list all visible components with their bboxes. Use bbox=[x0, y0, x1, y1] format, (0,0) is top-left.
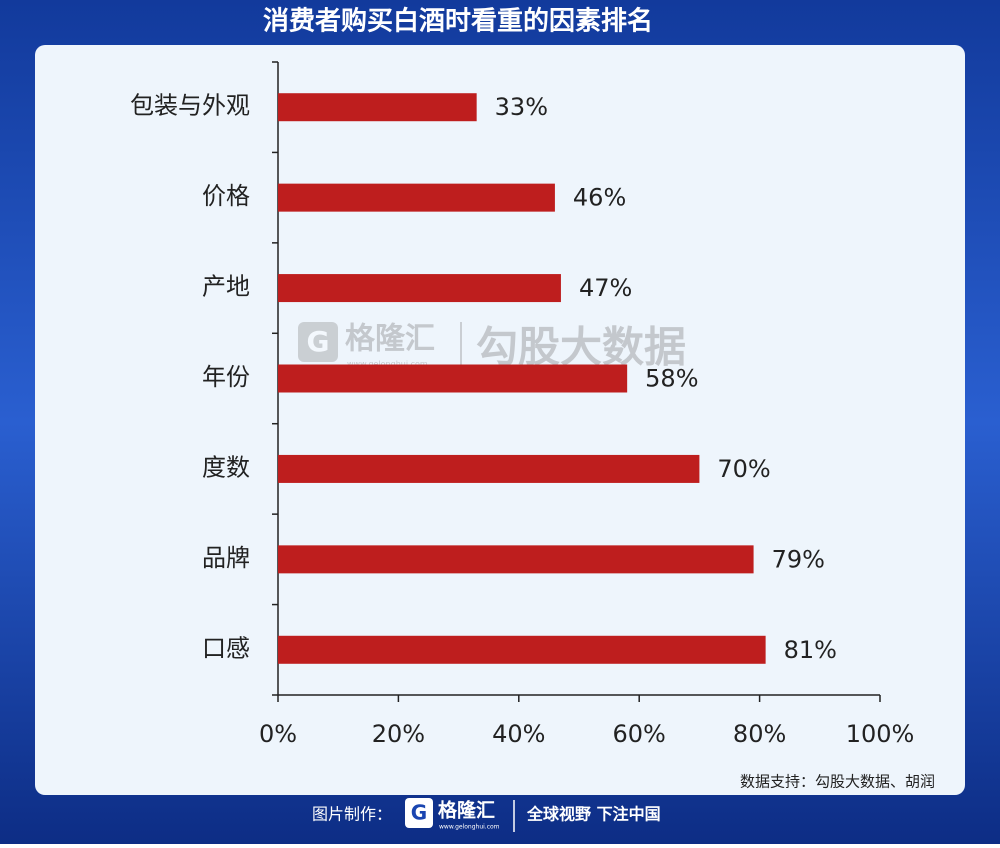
watermark-brand: 格隆汇 bbox=[345, 322, 435, 357]
source-note: 数据支持：勾股大数据、胡润 bbox=[740, 773, 935, 791]
y-tick-label: 品牌 bbox=[202, 544, 250, 572]
footer-slogan: 全球视野 下注中国 bbox=[526, 805, 661, 824]
panel bbox=[35, 45, 965, 795]
bar bbox=[278, 545, 754, 574]
bar bbox=[278, 183, 555, 212]
footer-brand: 格隆汇 bbox=[438, 799, 495, 822]
x-tick-label: 100% bbox=[846, 720, 915, 748]
watermark-site: www.gelonghui.com bbox=[347, 360, 428, 369]
footer-made-by: 图片制作： bbox=[312, 805, 392, 824]
y-tick-label: 年份 bbox=[202, 363, 250, 391]
chart-title: 消费者购买白酒时看重的因素排名 bbox=[263, 6, 653, 37]
value-label: 79% bbox=[772, 545, 825, 573]
x-tick-label: 40% bbox=[492, 720, 545, 748]
value-label: 81% bbox=[784, 636, 837, 664]
y-tick-label: 产地 bbox=[202, 273, 250, 301]
footer-site: www.gelonghui.com bbox=[439, 824, 500, 831]
x-tick-label: 80% bbox=[733, 720, 786, 748]
y-tick-label: 度数 bbox=[202, 453, 250, 481]
y-tick-label: 口感 bbox=[202, 634, 250, 662]
y-tick-label: 价格 bbox=[202, 182, 250, 210]
value-label: 33% bbox=[495, 93, 548, 121]
watermark: G 格隆汇 www.gelonghui.com 勾股大数据 bbox=[298, 322, 686, 372]
value-label: 70% bbox=[717, 455, 770, 483]
bar bbox=[278, 635, 766, 664]
footer-logo bbox=[405, 798, 433, 828]
bar bbox=[278, 93, 477, 122]
value-label: 46% bbox=[573, 184, 626, 212]
footer-logo-letter: G bbox=[411, 801, 427, 825]
x-tick-label: 20% bbox=[372, 720, 425, 748]
watermark-partner: 勾股大数据 bbox=[476, 323, 686, 372]
bar bbox=[278, 364, 628, 393]
x-tick-label: 0% bbox=[259, 720, 297, 748]
watermark-logo-letter: G bbox=[307, 325, 330, 358]
bar bbox=[278, 454, 700, 483]
bar bbox=[278, 274, 561, 303]
value-label: 58% bbox=[645, 365, 698, 393]
watermark-logo bbox=[298, 322, 338, 362]
x-tick-label: 60% bbox=[613, 720, 666, 748]
y-tick-label: 包装与外观 bbox=[130, 92, 250, 120]
value-label: 47% bbox=[579, 274, 632, 302]
